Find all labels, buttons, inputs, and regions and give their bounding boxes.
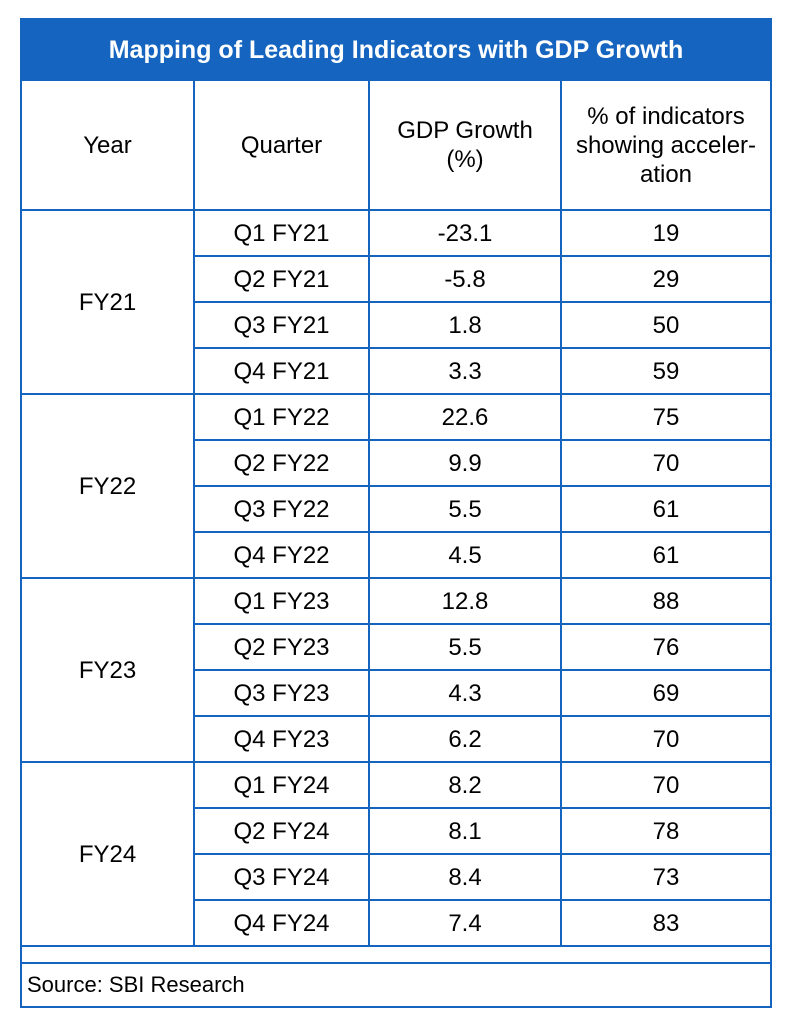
table-row: Q4 FY21 3.3 59 [22,347,770,395]
quarter-cell: Q4 FY22 [194,531,370,579]
year-cell: FY23 [22,577,195,763]
year-cell: FY22 [22,393,195,579]
pct-indicators-cell: 73 [560,853,770,901]
quarter-cell: Q1 FY23 [193,577,370,625]
table-frame: Mapping of Leading Indicators with GDP G… [20,18,772,1008]
indicators-table: Year Quarter GDP Growth (%) % of indicato… [22,81,770,947]
table-row: Q3 FY23 4.3 69 [22,669,770,717]
header-row: Year Quarter GDP Growth (%) % of indicato… [22,81,770,211]
quarter-cell: Q2 FY22 [194,439,370,487]
pct-indicators-cell: 19 [560,209,770,257]
table-row: Q3 FY22 5.5 61 [22,485,770,533]
table-row: FY21 Q1 FY21 -23.1 19 [22,209,770,395]
quarter-cell: Q2 FY24 [194,807,370,855]
header-gdp-growth: GDP Growth (%) [368,81,562,211]
pct-indicators-cell: 88 [560,577,770,625]
pct-indicators-cell: 61 [560,485,770,533]
gdp-growth-cell: 12.8 [368,577,562,625]
quarter-cell: Q3 FY24 [194,853,370,901]
header-year: Year [22,81,195,211]
gdp-growth-cell: 5.5 [368,623,562,671]
table-row: Q3 FY24 8.4 73 [22,853,770,901]
pct-indicators-cell: 83 [560,899,770,947]
pct-indicators-cell: 75 [560,393,770,441]
table-row: Q4 FY24 7.4 83 [22,899,770,947]
pct-indicators-cell: 70 [560,715,770,763]
pct-indicators-cell: 78 [560,807,770,855]
quarter-cell: Q1 FY22 [193,393,370,441]
pct-indicators-cell: 50 [560,301,770,349]
gdp-growth-cell: 6.2 [368,715,562,763]
table-title: Mapping of Leading Indicators with GDP G… [22,20,770,81]
table-row: Q4 FY23 6.2 70 [22,715,770,763]
pct-indicators-cell: 61 [560,531,770,579]
gdp-growth-cell: 9.9 [368,439,562,487]
gdp-growth-cell: 8.2 [368,761,562,809]
table-row: FY23 Q1 FY23 12.8 88 [22,577,770,763]
quarter-cell: Q3 FY22 [194,485,370,533]
gdp-growth-cell: 8.1 [368,807,562,855]
table-row: FY24 Q1 FY24 8.2 70 [22,761,770,947]
quarter-cell: Q1 FY21 [193,209,370,257]
gdp-growth-cell: -23.1 [368,209,562,257]
quarter-cell: Q2 FY21 [194,255,370,303]
pct-indicators-cell: 29 [560,255,770,303]
gdp-growth-cell: 22.6 [368,393,562,441]
table-row: Q4 FY22 4.5 61 [22,531,770,579]
table-row: Q3 FY21 1.8 50 [22,301,770,349]
gdp-growth-cell: 4.5 [368,531,562,579]
gdp-growth-cell: 3.3 [368,347,562,395]
table-row: Q2 FY23 5.5 76 [22,623,770,671]
quarter-cell: Q4 FY21 [194,347,370,395]
header-pct-indicators: % of indicators showing acceler-ation [560,81,770,211]
pct-indicators-cell: 76 [560,623,770,671]
pct-indicators-cell: 69 [560,669,770,717]
gdp-growth-cell: -5.8 [368,255,562,303]
pct-indicators-cell: 59 [560,347,770,395]
gdp-growth-cell: 8.4 [368,853,562,901]
gdp-growth-cell: 4.3 [368,669,562,717]
quarter-cell: Q3 FY23 [194,669,370,717]
table-row: Q2 FY21 -5.8 29 [22,255,770,303]
quarter-cell: Q3 FY21 [194,301,370,349]
quarter-cell: Q2 FY23 [194,623,370,671]
gdp-growth-cell: 7.4 [368,899,562,947]
table-row: Q2 FY22 9.9 70 [22,439,770,487]
pct-indicators-cell: 70 [560,439,770,487]
quarter-cell: Q4 FY24 [194,899,370,947]
year-cell: FY24 [22,761,195,947]
year-cell: FY21 [22,209,195,395]
gdp-growth-cell: 1.8 [368,301,562,349]
pct-indicators-cell: 70 [560,761,770,809]
quarter-cell: Q4 FY23 [194,715,370,763]
table-row: FY22 Q1 FY22 22.6 75 [22,393,770,579]
quarter-cell: Q1 FY24 [193,761,370,809]
header-quarter: Quarter [193,81,370,211]
source-note: Source: SBI Research [22,962,770,1006]
gdp-growth-cell: 5.5 [368,485,562,533]
table-row: Q2 FY24 8.1 78 [22,807,770,855]
